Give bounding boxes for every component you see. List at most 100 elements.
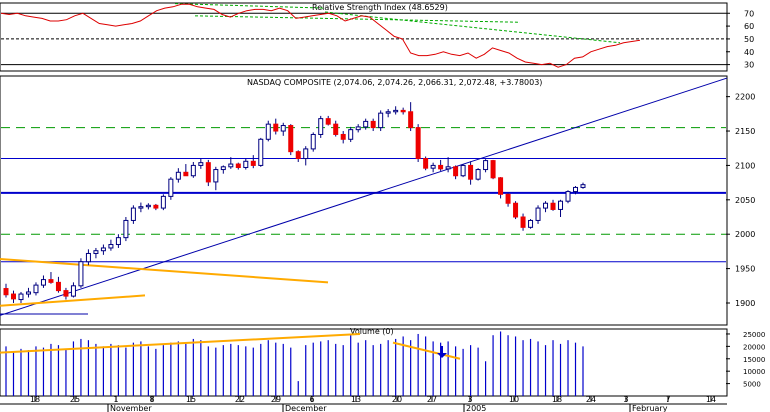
candle-up	[355, 126, 361, 131]
candle-down	[3, 288, 9, 296]
candle-up	[190, 164, 196, 177]
volume-panel-frame	[0, 328, 728, 397]
rsi-line	[0, 3, 641, 68]
candle-up	[198, 162, 204, 166]
x-axis-day-label: 8	[149, 395, 154, 404]
price-tick-label: 2050	[735, 196, 755, 205]
candle-down	[520, 216, 526, 228]
candle-up	[378, 112, 384, 129]
x-axis-day-label: 3	[623, 395, 628, 404]
price-fan-line-lower	[0, 294, 146, 307]
price-panel-title: NASDAQ COMPOSITE (2,074.06, 2,074.26, 2,…	[247, 78, 542, 87]
candle-up	[565, 191, 571, 202]
rsi-trendline-middle	[194, 15, 521, 23]
candle-down	[423, 158, 429, 169]
x-axis-month-label: 2005	[466, 404, 486, 412]
candle-down	[235, 163, 241, 168]
x-axis-day-label: 20	[392, 395, 402, 404]
candle-down	[505, 193, 511, 204]
volume-panel-title: Volume (0)	[350, 327, 394, 336]
candle-up	[25, 291, 31, 295]
candle-up	[213, 169, 219, 183]
candle-down	[325, 118, 331, 125]
x-axis-day-label: 1	[113, 395, 118, 404]
price-tick-label: 2150	[735, 127, 755, 136]
candle-up	[93, 250, 99, 254]
x-axis-day-label: 24	[586, 395, 596, 404]
candle-down	[295, 151, 301, 160]
rsi-trendline-upper	[174, 3, 326, 9]
x-axis-day-label: 14	[706, 395, 716, 404]
candle-up	[363, 120, 369, 128]
volume-tick-label: 20000	[743, 343, 765, 351]
x-axis-month-label: November	[110, 404, 152, 412]
price-tick-label: 2000	[735, 230, 755, 239]
candle-down	[333, 123, 339, 135]
candle-up	[160, 195, 166, 209]
candle-down	[205, 162, 211, 183]
candle-up	[483, 160, 489, 171]
candle-down	[153, 204, 159, 209]
price-tick-label: 2100	[735, 161, 755, 170]
candle-up	[220, 166, 226, 171]
candle-up	[85, 252, 91, 263]
candle-up	[580, 184, 586, 188]
price-tick-label: 1950	[735, 265, 755, 274]
candle-up	[123, 219, 129, 239]
x-axis-day-label: 18	[552, 395, 562, 404]
rsi-tick-label: 40	[744, 48, 754, 57]
candle-up	[385, 111, 391, 114]
candle-up	[535, 207, 541, 221]
volume-tick-label: 15000	[743, 356, 765, 364]
candle-down	[513, 202, 519, 218]
candle-down	[288, 125, 294, 153]
candle-up	[18, 293, 24, 301]
rsi-tick-label: 70	[744, 9, 754, 18]
x-axis-day-label: 18	[30, 395, 40, 404]
rsi-panel-title: Relative Strength Index (48.6529)	[312, 3, 448, 12]
candle-up	[280, 125, 286, 132]
candle-down	[400, 109, 406, 113]
candle-down	[453, 166, 459, 177]
candle-up	[558, 200, 564, 210]
candle-up	[310, 133, 316, 150]
price-tick-label: 2200	[735, 93, 755, 102]
x-axis-day-label: 6	[309, 395, 314, 404]
candle-down	[63, 290, 69, 297]
rsi-trendline-lower	[324, 11, 621, 44]
rsi-tick-label: 50	[744, 35, 754, 44]
candle-down	[370, 120, 376, 129]
candle-up	[175, 171, 181, 180]
candle-up	[115, 237, 121, 246]
x-axis-month-label: February	[632, 404, 668, 412]
price-fan-line-upper	[0, 257, 329, 284]
candle-up	[108, 244, 114, 249]
x-axis-day-label: 15	[186, 395, 196, 404]
candle-up	[100, 247, 106, 252]
volume-tick-label: 25000	[743, 331, 765, 339]
volume-trendline-falling	[392, 341, 461, 360]
candle-down	[48, 279, 54, 283]
x-axis-day-label: 7	[665, 395, 670, 404]
rsi-panel-frame	[0, 2, 728, 72]
candle-down	[340, 133, 346, 140]
x-axis-day-label: 13	[351, 395, 361, 404]
x-axis-day-label: 29	[271, 395, 281, 404]
candle-up	[243, 160, 249, 168]
candle-up	[475, 169, 481, 180]
x-axis-day-label: 27	[427, 395, 437, 404]
volume-tick-label: 5000	[743, 381, 761, 389]
volume-arrow-down-icon	[437, 353, 447, 358]
candle-down	[415, 127, 421, 160]
price-trendline-long	[0, 77, 728, 316]
x-axis-day-label: 3	[467, 395, 472, 404]
rsi-tick-label: 30	[744, 61, 754, 70]
candle-down	[490, 160, 496, 179]
candle-up	[460, 164, 466, 177]
rsi-tick-label: 60	[744, 22, 754, 31]
candle-up	[70, 285, 76, 297]
x-axis-day-label: 25	[70, 395, 80, 404]
candle-up	[265, 123, 271, 140]
x-axis-month-label: December	[285, 404, 327, 412]
